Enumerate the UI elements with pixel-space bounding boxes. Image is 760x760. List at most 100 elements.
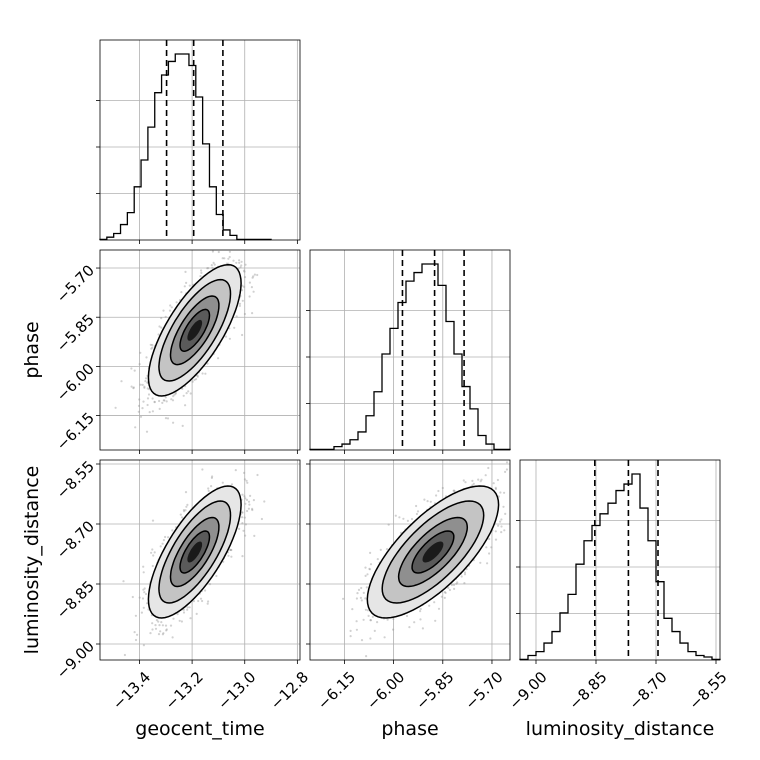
sample-point: [171, 399, 175, 402]
sample-point: [169, 304, 172, 307]
sample-point: [364, 597, 367, 600]
sample-point: [172, 617, 175, 620]
x-axis-label-phase: phase: [381, 718, 438, 740]
sample-point: [146, 602, 149, 605]
sample-point: [245, 479, 248, 482]
sample-point: [227, 257, 230, 260]
sample-point: [460, 575, 463, 578]
sample-point: [158, 325, 161, 328]
sample-point: [153, 551, 156, 554]
sample-point: [238, 527, 241, 531]
sample-point: [138, 596, 141, 599]
sample-point: [496, 478, 499, 482]
sample-point: [405, 614, 409, 618]
sample-point: [151, 628, 154, 631]
sample-point: [452, 583, 456, 587]
sample-point: [443, 596, 446, 600]
sample-point: [443, 591, 446, 594]
sample-point: [207, 267, 210, 270]
sample-point: [223, 257, 226, 260]
sample-point: [183, 510, 186, 513]
sample-point: [164, 535, 167, 539]
sample-point: [244, 263, 247, 266]
sample-point: [182, 611, 186, 614]
sample-point: [161, 401, 164, 404]
sample-point: [228, 250, 231, 253]
sample-point: [463, 582, 466, 585]
sample-point: [133, 631, 136, 634]
sample-point: [360, 639, 364, 642]
sample-point: [162, 309, 165, 312]
sample-point: [251, 312, 254, 315]
sample-point: [159, 630, 162, 633]
sample-point: [182, 394, 185, 397]
sample-point: [494, 530, 497, 533]
sample-point: [134, 614, 137, 617]
sample-point: [464, 481, 467, 484]
density-contour: [169, 295, 220, 366]
gridlines-0-0: [100, 40, 300, 240]
histogram-geocent_time: [99, 53, 272, 241]
sample-point: [429, 500, 432, 503]
sample-point: [181, 424, 184, 427]
panel-frame-1-0: [99, 249, 301, 451]
sample-point: [134, 638, 138, 642]
sample-point: [415, 504, 418, 508]
sample-point: [161, 633, 164, 636]
sample-point: [243, 312, 246, 316]
sample-point: [246, 481, 249, 484]
sample-point: [152, 554, 155, 557]
panel-frame-2-2: [519, 459, 721, 661]
y-axis-label-luminosity_distance: luminosity_distance: [21, 466, 43, 655]
sample-point: [147, 393, 151, 396]
sample-point: [130, 385, 133, 388]
sample-point: [244, 502, 247, 505]
sample-point: [178, 619, 181, 622]
sample-point: [233, 326, 236, 329]
sample-point: [207, 600, 210, 603]
sample-point: [252, 275, 255, 278]
sample-point: [364, 608, 367, 611]
x-tick-label: −5.85: [412, 668, 457, 713]
sample-point: [159, 545, 162, 548]
sample-point: [263, 500, 266, 503]
sample-point: [479, 561, 482, 564]
sample-point: [149, 632, 152, 635]
sample-point: [364, 566, 367, 569]
sample-point: [394, 514, 397, 517]
sample-point: [162, 632, 165, 635]
sample-point: [244, 497, 247, 500]
sample-point: [230, 483, 234, 486]
sample-point: [369, 637, 372, 640]
y-tick-label: −8.85: [53, 577, 98, 622]
sample-point: [251, 508, 254, 512]
sample-point: [148, 411, 151, 414]
sample-point: [162, 539, 165, 542]
sample-point: [149, 343, 152, 346]
sample-point: [385, 548, 389, 551]
sample-point: [168, 309, 172, 312]
sample-point: [243, 478, 246, 481]
sample-point: [141, 383, 144, 386]
sample-point: [247, 500, 251, 503]
sample-point: [362, 591, 365, 595]
sample-point: [114, 406, 117, 409]
x-tick-label: −9.00: [506, 668, 551, 713]
sample-point: [120, 380, 123, 383]
sample-point: [171, 529, 174, 532]
sample-point: [243, 270, 246, 273]
y-axis-label-phase: phase: [21, 321, 43, 378]
sample-point: [137, 404, 141, 407]
gridlines-2-0: [100, 460, 300, 660]
sample-point: [199, 275, 202, 278]
sample-point: [144, 377, 148, 380]
sample-point: [235, 261, 238, 264]
sample-point: [440, 595, 443, 598]
sample-point: [365, 655, 368, 658]
sample-point: [166, 417, 170, 420]
x-axis-label-geocent_time: geocent_time: [135, 718, 264, 740]
sample-point: [158, 624, 161, 627]
y-tick-label: −9.00: [53, 637, 98, 682]
sample-point: [426, 500, 429, 503]
sample-point: [248, 295, 251, 298]
